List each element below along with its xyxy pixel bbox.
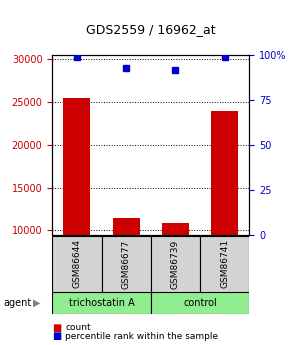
Text: trichostatin A: trichostatin A [69, 298, 134, 308]
Text: percentile rank within the sample: percentile rank within the sample [65, 332, 218, 341]
Text: GSM86741: GSM86741 [220, 239, 229, 288]
FancyBboxPatch shape [151, 236, 200, 292]
Text: GSM86677: GSM86677 [122, 239, 131, 288]
Text: agent: agent [3, 298, 31, 308]
Bar [211, 111, 238, 235]
Text: GDS2559 / 16962_at: GDS2559 / 16962_at [86, 23, 215, 36]
FancyBboxPatch shape [102, 236, 151, 292]
FancyBboxPatch shape [151, 292, 249, 314]
Text: ■: ■ [52, 332, 61, 341]
FancyBboxPatch shape [52, 292, 151, 314]
Text: count: count [65, 323, 91, 332]
Text: ▶: ▶ [33, 298, 41, 308]
Bar [113, 217, 140, 235]
Bar [63, 98, 90, 235]
Text: GSM86644: GSM86644 [72, 239, 81, 288]
Text: ■: ■ [52, 323, 61, 333]
Text: GSM86739: GSM86739 [171, 239, 180, 288]
FancyBboxPatch shape [52, 236, 102, 292]
Text: control: control [183, 298, 217, 308]
Bar [162, 224, 189, 235]
FancyBboxPatch shape [200, 236, 249, 292]
